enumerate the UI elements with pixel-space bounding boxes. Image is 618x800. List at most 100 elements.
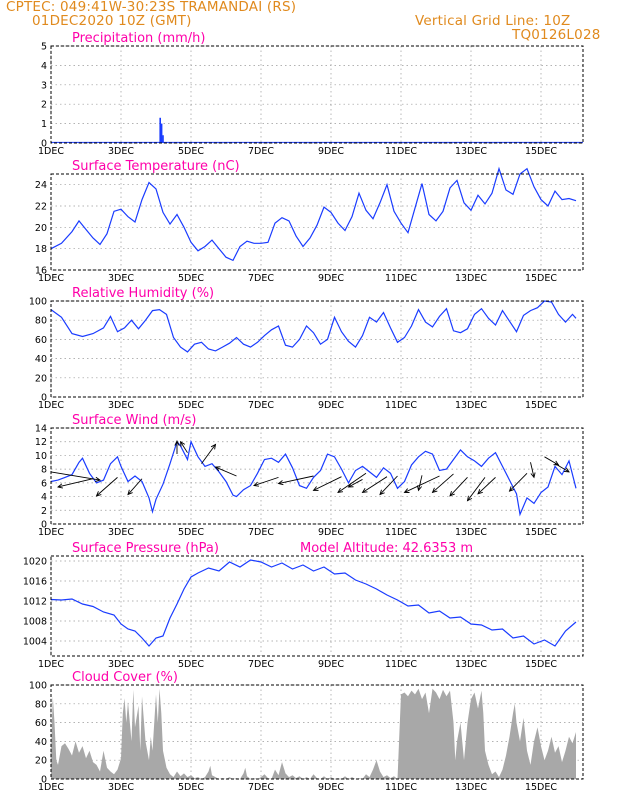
y-tick-label: 1020 <box>23 557 47 568</box>
y-tick-label: 0 <box>41 139 47 150</box>
wind-vector-head <box>508 486 515 492</box>
x-tick-label: 11DEC <box>385 146 417 157</box>
x-tick-label: 5DEC <box>178 400 204 411</box>
y-tick-label: 80 <box>35 316 47 327</box>
x-tick-label: 13DEC <box>455 146 487 157</box>
y-tick-label: 0 <box>41 393 47 404</box>
wind-vector <box>348 479 363 488</box>
wind-vector <box>554 463 570 473</box>
x-tick-label: 15DEC <box>525 527 557 538</box>
x-tick-label: 11DEC <box>385 782 417 793</box>
panel-frame <box>50 427 584 525</box>
press-series-line <box>50 559 577 647</box>
wind-vector-head <box>477 488 483 495</box>
y-tick-label: 22 <box>35 202 47 213</box>
wind-vector <box>337 472 367 493</box>
y-tick-label: 0 <box>41 520 47 531</box>
wind-vector-head <box>127 489 133 496</box>
wind-vector-head <box>210 443 217 450</box>
y-tick-label: 18 <box>35 244 47 255</box>
panel-frame <box>50 45 584 144</box>
wind-vector-head <box>466 495 473 502</box>
y-tick-label: 2 <box>41 506 47 517</box>
wind-vector-head <box>337 487 344 494</box>
wind-vector <box>180 441 188 453</box>
wind-vector-head <box>449 490 455 497</box>
x-tick-label: 7DEC <box>248 659 274 670</box>
temp-series-line <box>50 166 577 262</box>
x-tick-label: 3DEC <box>108 782 134 793</box>
x-tick-label: 11DEC <box>385 527 417 538</box>
wind-vector-head <box>553 460 560 466</box>
y-tick-label: 20 <box>35 373 47 384</box>
y-tick-label: 100 <box>29 297 47 308</box>
y-tick-label: 40 <box>35 354 47 365</box>
y-tick-label: 20 <box>35 223 47 234</box>
panel-title: Surface Temperature (nC) <box>72 159 240 174</box>
panel-frame <box>50 684 584 780</box>
wind-vector-head <box>379 489 385 496</box>
wind-vector <box>127 478 143 495</box>
x-tick-label: 1DEC <box>38 273 64 284</box>
x-tick-label: 1DEC <box>38 400 64 411</box>
run-datetime: 01DEC2020 10Z (GMT) <box>32 13 192 29</box>
wind-vector-head <box>277 480 284 486</box>
wind-vector <box>96 477 118 497</box>
y-tick-label: 16 <box>35 266 47 277</box>
model-altitude-label: Model Altitude: 42.6353 m <box>300 541 473 556</box>
wind-vector-head <box>174 439 180 446</box>
x-tick-label: 13DEC <box>455 659 487 670</box>
y-tick-label: 4 <box>41 61 47 72</box>
y-tick-label: 3 <box>41 80 47 91</box>
x-tick-label: 7DEC <box>248 146 274 157</box>
x-tick-label: 11DEC <box>385 659 417 670</box>
x-tick-label: 1DEC <box>38 659 64 670</box>
x-tick-label: 1DEC <box>38 782 64 793</box>
x-tick-label: 3DEC <box>108 400 134 411</box>
wind-vector-head <box>253 481 260 487</box>
y-tick-label: 6 <box>41 478 47 489</box>
x-tick-label: 9DEC <box>318 400 344 411</box>
wind-vector <box>215 466 237 477</box>
vertical-grid-note: Vertical Grid Line: 10Z <box>415 13 571 29</box>
wind-vector <box>313 476 342 491</box>
x-tick-label: 7DEC <box>248 273 274 284</box>
y-tick-label: 12 <box>35 437 47 448</box>
station-header: CPTEC: 049:41W-30:23S TRAMANDAI (RS) <box>6 0 297 15</box>
panel-title: Surface Wind (m/s) <box>72 413 196 428</box>
x-tick-label: 7DEC <box>248 527 274 538</box>
x-tick-label: 15DEC <box>525 400 557 411</box>
panel-title: Cloud Cover (%) <box>72 670 178 685</box>
precip-bar <box>162 135 164 143</box>
wind-vector <box>404 475 440 493</box>
x-tick-label: 15DEC <box>525 659 557 670</box>
y-tick-label: 80 <box>35 699 47 710</box>
wind-vector-head <box>403 488 410 493</box>
y-tick-label: 1 <box>41 119 47 130</box>
wind-vector-head <box>361 487 368 494</box>
wind-vector-head <box>431 487 438 494</box>
y-tick-label: 2 <box>41 100 47 111</box>
wind-vector <box>201 444 216 464</box>
x-tick-label: 13DEC <box>455 273 487 284</box>
wind-vector <box>509 472 528 492</box>
x-tick-label: 7DEC <box>248 400 274 411</box>
x-tick-label: 7DEC <box>248 782 274 793</box>
x-tick-label: 15DEC <box>525 146 557 157</box>
x-tick-label: 9DEC <box>318 146 344 157</box>
y-tick-label: 60 <box>35 718 47 729</box>
y-tick-label: 20 <box>35 756 47 767</box>
wind-vector-head <box>530 472 536 479</box>
x-tick-label: 1DEC <box>38 146 64 157</box>
y-tick-label: 1016 <box>23 577 47 588</box>
cloud-cover-area <box>51 688 576 779</box>
x-tick-label: 1DEC <box>38 527 64 538</box>
y-tick-label: 24 <box>35 180 47 191</box>
model-id: TQ0126L028 <box>512 27 601 43</box>
panel-frame <box>50 173 584 271</box>
wind-vector-head <box>56 483 63 489</box>
y-tick-label: 40 <box>35 737 47 748</box>
x-tick-label: 5DEC <box>178 659 204 670</box>
x-tick-label: 11DEC <box>385 400 417 411</box>
